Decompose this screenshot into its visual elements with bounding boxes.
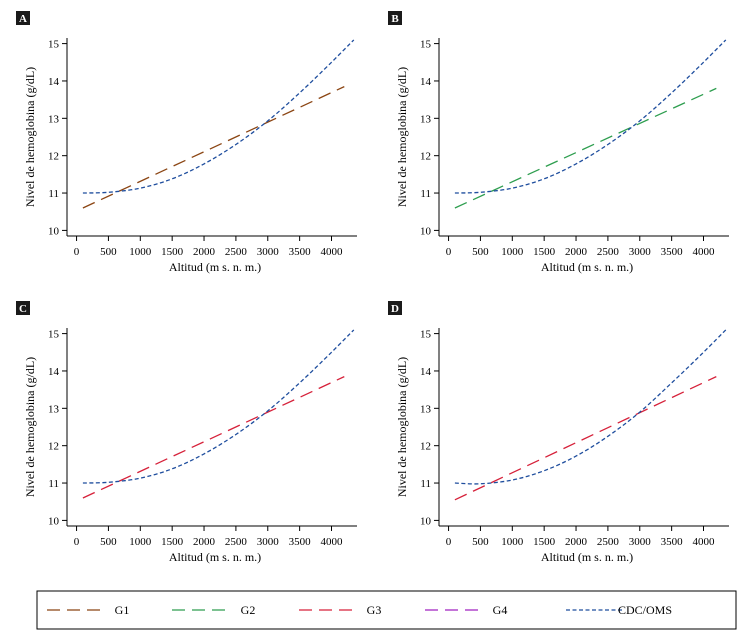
x-tick-label: 2000: [193, 536, 216, 548]
y-tick-label: 10: [48, 515, 60, 527]
x-tick-label: 3000: [629, 536, 652, 548]
legend-label: G4: [493, 603, 508, 617]
y-tick-label: 13: [48, 113, 60, 125]
panel-letter-badge: [16, 301, 30, 315]
x-tick-label: 0: [446, 246, 452, 258]
panel-b: B 10 11 12 13 14 15 0 500 1000 1500 2000 2500 3000 350…: [388, 11, 729, 274]
x-tick-label: 2500: [225, 536, 248, 548]
x-tick-label: 0: [74, 246, 80, 258]
series-line-cdc-oms: [82, 329, 355, 484]
panel-letter-badge: [388, 11, 402, 25]
y-tick-label: 13: [420, 403, 432, 415]
x-tick-label: 2000: [565, 246, 588, 258]
legend-label: G1: [115, 603, 130, 617]
x-tick-label: 2500: [225, 246, 248, 258]
y-tick-label: 12: [48, 151, 59, 163]
x-tick-label: 1500: [533, 246, 556, 258]
y-tick-label: 11: [420, 478, 431, 490]
y-tick-label: 10: [420, 225, 432, 237]
x-tick-label: 2000: [193, 246, 216, 258]
y-axis-title: Nivel de hemoglobina (g/dL): [23, 357, 37, 497]
series-line-g3: [82, 376, 345, 499]
y-tick-label: 15: [48, 329, 60, 341]
x-axis-title: Altitud (m s. n. m.): [541, 550, 633, 564]
x-tick-label: 3000: [257, 246, 280, 258]
x-tick-label: 3500: [289, 536, 312, 548]
x-tick-label: 3500: [661, 536, 684, 548]
y-tick-label: 15: [420, 39, 432, 51]
series-line-cdc-oms: [454, 39, 727, 194]
x-tick-label: 1500: [161, 246, 184, 258]
x-tick-label: 3500: [289, 246, 312, 258]
legend-label: CDC/OMS: [618, 603, 672, 617]
y-axis-title: Nivel de hemoglobina (g/dL): [395, 67, 409, 207]
x-tick-label: 3500: [661, 246, 684, 258]
y-tick-label: 15: [420, 329, 432, 341]
x-tick-label: 500: [472, 246, 489, 258]
x-tick-label: 4000: [693, 246, 716, 258]
legend-box: G1 G2 G3 G4 CDC/OMS: [36, 590, 737, 630]
y-tick-label: 12: [420, 151, 431, 163]
y-tick-label: 14: [420, 366, 432, 378]
x-tick-label: 1000: [501, 536, 524, 548]
x-axis-title: Altitud (m s. n. m.): [541, 260, 633, 274]
x-tick-label: 1500: [161, 536, 184, 548]
x-tick-label: 4000: [693, 536, 716, 548]
panel-d: D 10 11 12 13 14 15 0 500 1000 1500 2000 2500 3000 350…: [388, 301, 729, 564]
y-tick-label: 13: [420, 113, 432, 125]
x-tick-label: 2500: [597, 536, 620, 548]
panel-letter: C: [19, 303, 27, 315]
y-tick-label: 14: [48, 76, 60, 88]
y-tick-label: 13: [48, 403, 60, 415]
x-tick-label: 1000: [501, 246, 524, 258]
y-tick-label: 10: [48, 225, 60, 237]
x-tick-label: 500: [100, 246, 117, 258]
panel-a: A 10 11 12 13 14 15 0 500 1000 1500 2000 2500 3000 350…: [16, 11, 357, 274]
x-tick-label: 1500: [533, 536, 556, 548]
x-tick-label: 0: [446, 536, 452, 548]
x-axis-title: Altitud (m s. n. m.): [169, 260, 261, 274]
y-axis-title: Nivel de hemoglobina (g/dL): [395, 357, 409, 497]
x-tick-label: 4000: [321, 536, 344, 548]
x-tick-label: 0: [74, 536, 80, 548]
y-tick-label: 14: [48, 366, 60, 378]
series-line-g1: [82, 86, 345, 209]
panel-letter: D: [391, 303, 399, 315]
series-line-cdc-oms: [454, 329, 727, 485]
y-axis-title: Nivel de hemoglobina (g/dL): [23, 67, 37, 207]
y-tick-label: 10: [420, 515, 432, 527]
x-tick-label: 4000: [321, 246, 344, 258]
y-tick-label: 12: [48, 441, 59, 453]
x-tick-label: 3000: [257, 536, 280, 548]
y-tick-label: 11: [48, 478, 59, 490]
panel-letter-badge: [16, 11, 30, 25]
y-tick-label: 15: [48, 39, 60, 51]
panel-letter: B: [391, 13, 399, 25]
legend-label: G3: [367, 603, 382, 617]
series-line-g3: [454, 376, 717, 501]
panel-letter-badge: [388, 301, 402, 315]
panel-c: C 10 11 12 13 14 15 0 500 1000 1500 2000 2500 3000 350…: [16, 301, 357, 564]
y-tick-label: 11: [48, 188, 59, 200]
panel-letter: A: [19, 13, 27, 25]
x-tick-label: 1000: [129, 536, 152, 548]
x-tick-label: 500: [472, 536, 489, 548]
series-line-cdc-oms: [82, 39, 355, 194]
x-tick-label: 3000: [629, 246, 652, 258]
legend-label: G2: [241, 603, 256, 617]
x-tick-label: 2500: [597, 246, 620, 258]
series-line-g2: [454, 87, 717, 209]
x-tick-label: 2000: [565, 536, 588, 548]
y-tick-label: 11: [420, 188, 431, 200]
x-axis-title: Altitud (m s. n. m.): [169, 550, 261, 564]
x-tick-label: 1000: [129, 246, 152, 258]
y-tick-label: 12: [420, 441, 431, 453]
y-tick-label: 14: [420, 76, 432, 88]
x-tick-label: 500: [100, 536, 117, 548]
